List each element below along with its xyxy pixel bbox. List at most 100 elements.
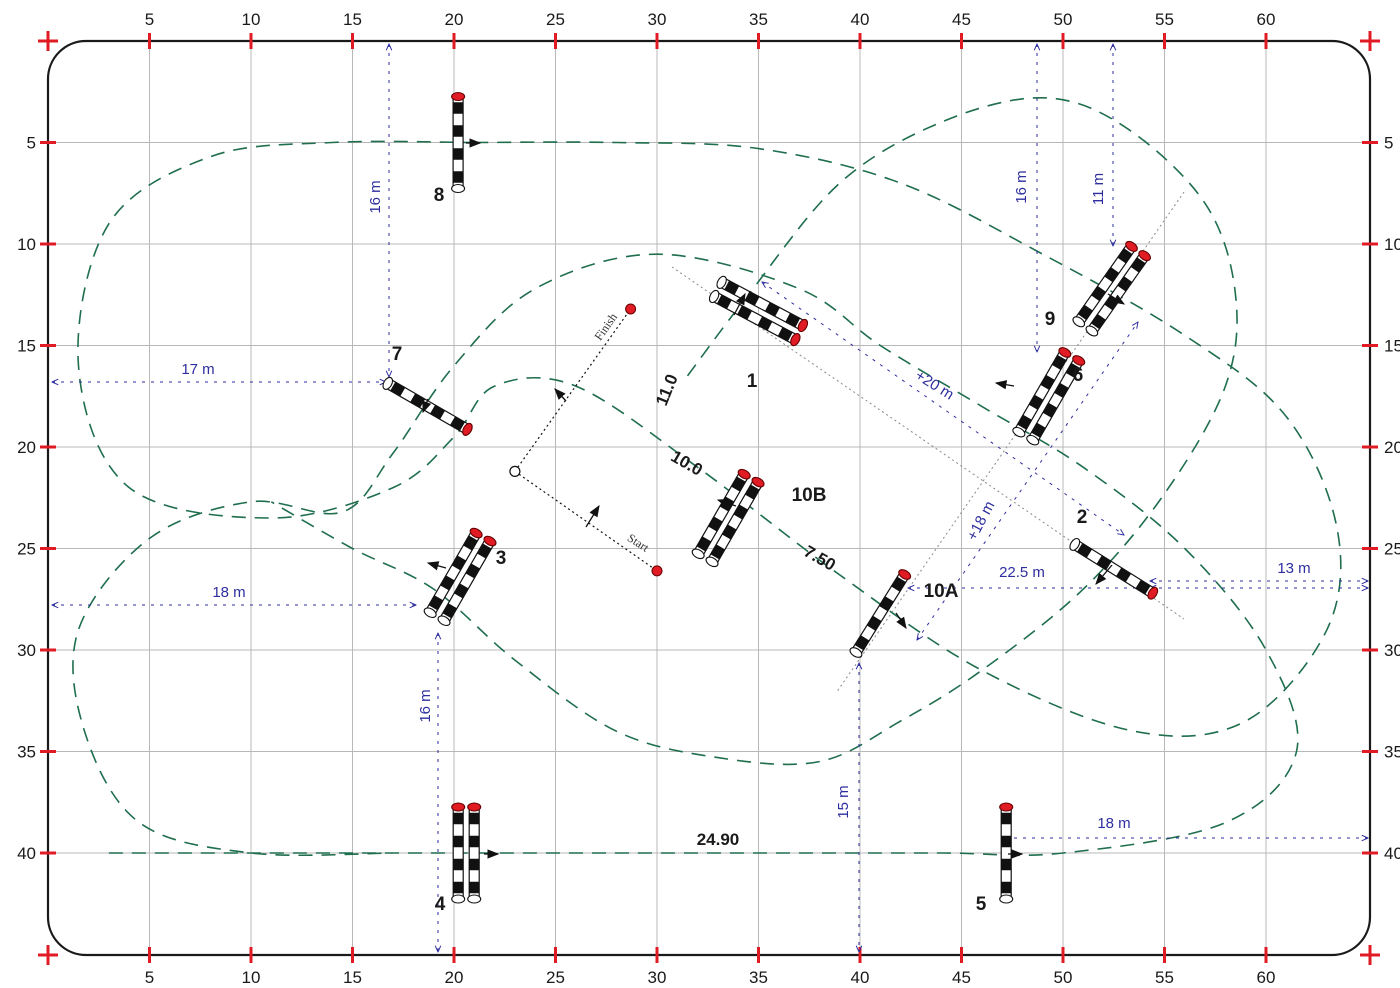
- x-tick-label-bottom-45: 45: [952, 968, 971, 987]
- obstacle-4-pole-b: [467, 802, 482, 904]
- obstacle-10b-pole-b-stripe-2: [722, 524, 737, 540]
- distance-label-2490: 24.90: [697, 830, 740, 849]
- obstacle-number-3: 3: [496, 548, 507, 569]
- x-tick-label-bottom-25: 25: [546, 968, 565, 987]
- y-tick-label-left-5: 5: [27, 134, 36, 153]
- riding-track: [72, 96, 1342, 857]
- obstacle-9-pole-b-stripe-6: [1130, 257, 1146, 273]
- dimension-label-13m: 13 m: [1277, 560, 1310, 577]
- obstacle-7-pole-stripe-6: [449, 416, 465, 431]
- start-marker: [651, 565, 663, 577]
- arena-border: [46, 39, 1372, 957]
- x-tick-label-top-10: 10: [242, 10, 261, 29]
- obstacle-1-pole-b-stripe-0: [716, 294, 732, 309]
- obstacle-2-pole-stripe-2: [1096, 555, 1112, 570]
- obstacle-8: [451, 91, 466, 194]
- obstacle-3-pole-a-stripe-0: [428, 595, 444, 611]
- obstacle-10a-pole-end-red: [898, 569, 912, 580]
- obstacle-3-pole-b-stripe-2: [454, 583, 469, 599]
- obstacle-9-pole-a: [1072, 240, 1138, 328]
- obstacle-4-pole-b-stripe-4: [469, 835, 480, 848]
- x-tick-label-bottom-35: 35: [749, 968, 768, 987]
- obstacle-number-8: 8: [434, 185, 445, 206]
- x-tick-label-bottom-5: 5: [145, 968, 154, 987]
- dimension-lines: [52, 44, 1368, 952]
- y-tick-label-left-30: 30: [17, 641, 36, 660]
- obstacle-6-pole-b-end-red: [1072, 355, 1086, 366]
- direction-arrow-7: [422, 398, 432, 414]
- obstacle-6-pole-a-end-white: [1012, 426, 1026, 438]
- obstacle-10b-pole-b-stripe-6: [745, 484, 760, 500]
- guide-1-to-2: [671, 266, 1185, 620]
- dimline-20m: [762, 282, 1124, 535]
- obstacle-3-pole-a-end-white: [423, 607, 437, 619]
- x-tick-label-top-20: 20: [445, 10, 464, 29]
- obstacle-1-pole-a: [716, 275, 809, 333]
- obstacle-number-7: 7: [392, 344, 403, 365]
- obstacle-number-10a: 10A: [924, 581, 959, 602]
- obstacle-6-pole-a-stripe-6: [1051, 354, 1067, 370]
- x-tick-label-top-35: 35: [749, 10, 768, 29]
- dimension-label-16m-right: 16 m: [1013, 170, 1030, 203]
- obstacle-4-pole-a-stripe-2: [453, 858, 464, 871]
- obstacle-7: [382, 376, 473, 436]
- obstacle-1-pole-a-stripe-4: [764, 302, 780, 317]
- obstacle-6-pole-b-end-white: [1026, 434, 1040, 446]
- obstacle-9-pole-b-stripe-0: [1091, 313, 1106, 330]
- obstacle-10b-pole-a-stripe-6: [731, 476, 746, 492]
- obstacle-6-pole-a-stripe-2: [1028, 394, 1044, 410]
- obstacle-9-pole-a-end-white: [1072, 316, 1086, 328]
- obstacle-5-pole-end-red: [999, 802, 1014, 812]
- dimension-label-16m-bottom: 16 m: [417, 689, 434, 722]
- x-tick-label-bottom-40: 40: [851, 968, 870, 987]
- x-tick-label-top-40: 40: [851, 10, 870, 29]
- obstacle-1-pole-b-end-white: [708, 289, 720, 304]
- obstacle-9-pole-a-stripe-2: [1091, 285, 1106, 302]
- x-tick-label-top-60: 60: [1257, 10, 1276, 29]
- obstacle-number-1: 1: [747, 371, 758, 392]
- obstacle-7-pole: [382, 376, 473, 436]
- y-tick-label-left-35: 35: [17, 743, 36, 762]
- obstacle-1-pole-b-stripe-2: [737, 305, 753, 320]
- obstacle-3-pole-b-stripe-0: [442, 603, 457, 619]
- alignment-guides: [671, 191, 1185, 694]
- y-tick-label-right-40: 40: [1384, 844, 1400, 863]
- direction-arrow-6: [994, 380, 1015, 390]
- y-tick-label-left-20: 20: [17, 438, 36, 457]
- distance-label-10: 10.0: [668, 447, 706, 480]
- dimension-label-15m: 15 m: [835, 785, 852, 818]
- obstacle-1-pole-b-stripe-4: [757, 316, 773, 331]
- obstacle-5-pole-stripe-6: [1001, 812, 1012, 825]
- obstacle-4: [451, 802, 482, 904]
- direction-arrow-1: [733, 292, 746, 316]
- x-tick-label-top-30: 30: [648, 10, 667, 29]
- obstacle-1-pole-a-stripe-2: [744, 291, 760, 306]
- obstacle-2: [1069, 537, 1159, 600]
- obstacle-10b: [691, 468, 765, 568]
- obstacle-4-pole-b-end-white: [467, 894, 482, 904]
- obstacle-number-9: 9: [1045, 309, 1056, 330]
- obstacle-8-pole-end-white: [451, 183, 466, 194]
- obstacle-10b-pole-b-stripe-4: [733, 504, 748, 520]
- obstacle-4-pole-b-stripe-0: [469, 881, 480, 894]
- obstacle-1-pole-a-stripe-0: [724, 280, 740, 295]
- obstacle-9-pole-b-end-red: [1138, 250, 1151, 262]
- obstacle-4-pole-a-stripe-4: [453, 835, 464, 848]
- obstacle-3-pole-a-stripe-2: [440, 575, 455, 591]
- x-tick-label-bottom-10: 10: [242, 968, 261, 987]
- obstacle-3-pole-b-end-red: [483, 535, 497, 547]
- obstacle-3-pole-b-end-white: [437, 615, 451, 627]
- obstacle-3-pole-b-stripe-4: [465, 563, 480, 579]
- x-tick-label-top-55: 55: [1155, 10, 1174, 29]
- obstacle-9-pole-b-end-white: [1085, 325, 1099, 337]
- obstacles: [382, 91, 1159, 904]
- obstacle-2-pole-stripe-4: [1116, 567, 1132, 583]
- obstacle-number-2: 2: [1077, 507, 1088, 528]
- obstacle-10b-pole-b-stripe-0: [710, 544, 725, 560]
- finish-line: [514, 308, 632, 472]
- y-tick-label-right-15: 15: [1384, 337, 1400, 356]
- obstacle-4-pole-a: [451, 802, 466, 904]
- obstacle-5-pole: [999, 802, 1014, 904]
- obstacle-5-pole-end-white: [999, 894, 1014, 904]
